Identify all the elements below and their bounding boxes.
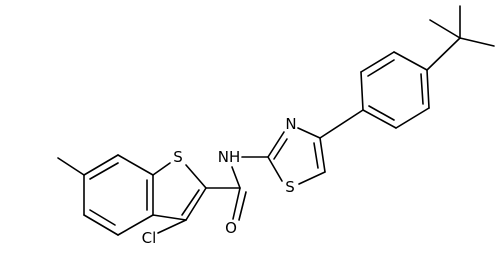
bond [238,191,247,221]
bond [393,51,428,71]
bond [367,59,395,77]
bond [360,51,395,73]
atom-label: Cl [142,229,157,247]
bond [319,137,326,173]
bond [231,166,241,189]
bond [313,142,319,169]
bond [267,131,285,158]
atom-label: NH [218,148,241,166]
bond [267,156,283,182]
bond [273,138,288,160]
atom-label: S [285,178,295,196]
atom-label: O [225,219,237,237]
bond [152,162,171,176]
bonds [57,5,495,236]
bond [426,37,461,71]
bond [185,187,207,221]
bond [181,189,200,216]
bond [232,187,241,220]
bond [89,209,116,226]
bond [117,214,154,236]
bond [362,109,397,129]
bond [429,19,461,39]
bond [83,214,119,236]
bond [152,214,187,221]
bond [368,105,395,121]
bond [426,69,430,109]
bond [298,171,326,185]
bond [395,107,430,129]
bond [57,157,85,176]
atom-label: S [173,148,183,166]
bond [83,154,119,176]
bond [459,37,495,47]
bond [319,109,364,139]
bond [360,71,364,111]
bond [420,73,424,105]
bond [89,162,119,180]
bond [185,164,207,189]
bond [157,219,187,234]
bond [297,127,321,139]
bond [117,154,154,176]
atom-label: N [285,115,296,133]
